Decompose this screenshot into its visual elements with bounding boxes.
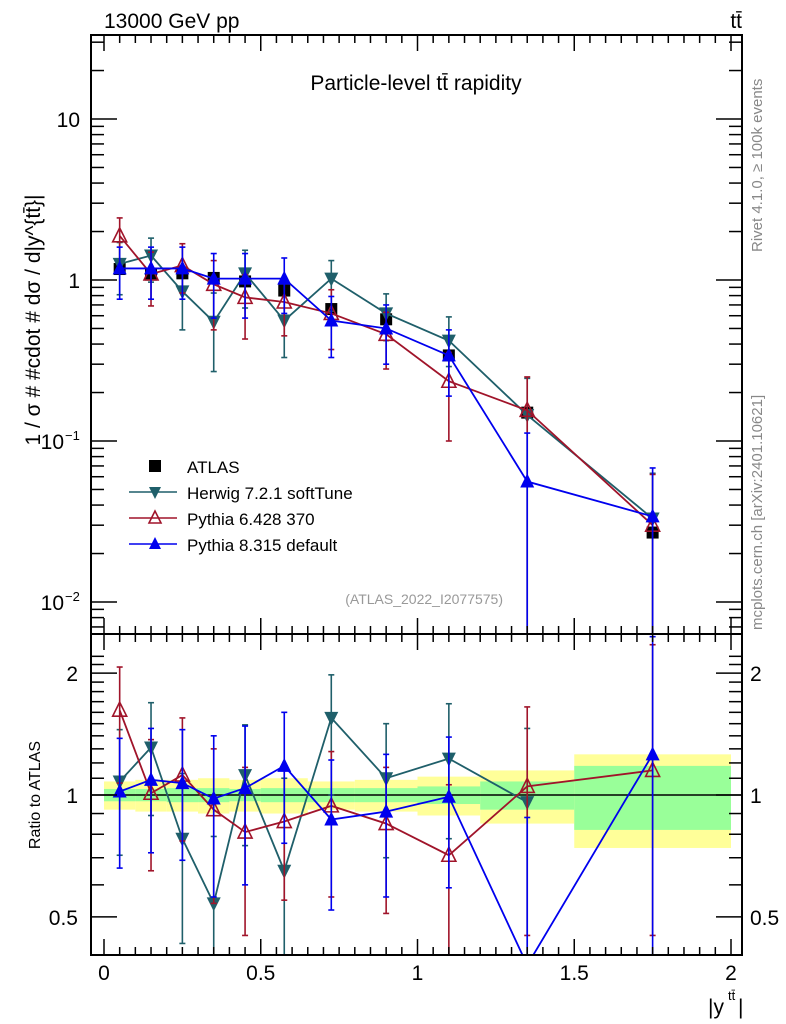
y-tick-label-exponent: −2: [65, 589, 80, 604]
marker-pythia8: [112, 783, 127, 798]
marker-herwig: [324, 272, 339, 287]
main-y-axis-label: 1 / σ # #cdot # dσ / d|y^{tt̄}|: [22, 195, 45, 446]
marker-pythia8: [238, 270, 253, 285]
legend-marker-atlas: [149, 460, 161, 472]
ratio-y-axis-label: Ratio to ATLAS: [27, 741, 44, 849]
x-axis-label-base: |y: [708, 996, 724, 1019]
marker-pythia8: [206, 270, 221, 285]
analysis-id-label: (ATLAS_2022_I2077575): [345, 591, 503, 607]
marker-pythia8: [206, 790, 221, 805]
legend-marker-pythia6: [147, 509, 163, 524]
x-tick-label: 2: [725, 962, 737, 985]
beam-energy-label: 13000 GeV pp: [104, 10, 239, 33]
marker-pythia8: [379, 803, 394, 818]
marker-pythia8: [277, 270, 292, 285]
x-axis-label-close: |: [738, 996, 743, 1019]
marker-pythia8: [441, 788, 456, 803]
x-tick-label: 1: [412, 962, 424, 985]
marker-pythia6: [518, 400, 536, 418]
marker-pythia8: [520, 473, 535, 488]
series-layer: [111, 635, 661, 971]
marker-pythia8: [645, 508, 660, 523]
ratio-y-tick-label-right: 2: [750, 663, 762, 686]
legend-item-herwig: Herwig 7.2.1 softTune: [129, 484, 353, 503]
marker-pythia8: [144, 771, 159, 786]
ratio-panel: 0.5 0.5 1 1 2 2 0 0.5 1 1.5 2 Ratio to ATLAS: [27, 633, 779, 985]
y-tick-label: 10: [57, 109, 80, 132]
marker-pythia8: [238, 780, 253, 795]
y-tick-label: 10: [41, 592, 64, 615]
legend-item-pythia8: Pythia 8.315 default: [129, 536, 338, 555]
process-label: tt̄: [730, 10, 742, 33]
legend-label: Pythia 6.428 370: [187, 510, 315, 529]
series-pythia8: [112, 635, 660, 971]
marker-pythia8: [379, 320, 394, 335]
marker-pythia8: [645, 746, 660, 761]
marker-pythia8: [441, 347, 456, 362]
series-pythia8: [112, 246, 660, 634]
ratio-y-tick-label-right: 1: [750, 785, 762, 808]
marker-pythia6: [111, 700, 128, 717]
y-tick-label: 1: [68, 270, 80, 293]
marker-herwig: [324, 711, 339, 726]
legend-item-atlas: ATLAS: [149, 458, 240, 477]
plot-title: Particle-level tt̄ rapidity: [310, 72, 522, 95]
series-line-herwig: [119, 716, 528, 907]
legend-marker-herwig: [149, 487, 161, 499]
legend-marker-pythia8: [149, 537, 161, 549]
legend-label: ATLAS: [187, 458, 240, 477]
x-axis-label: |y tt̄ |: [708, 988, 743, 1019]
mcplots-label: mcplots.cern.ch [arXiv:2401.10621]: [749, 395, 766, 630]
marker-pythia8: [144, 260, 159, 275]
legend: ATLAS Herwig 7.2.1 softTune Pythia 6.428 3…: [129, 458, 353, 555]
marker-pythia8: [175, 260, 190, 275]
legend-item-pythia6: Pythia 6.428 370: [129, 509, 315, 529]
marker-pythia8: [324, 811, 339, 826]
marker-pythia8: [324, 312, 339, 327]
y-tick-label-exponent: −1: [65, 428, 80, 443]
marker-pythia8: [277, 757, 292, 772]
marker-pythia6: [518, 776, 536, 794]
y-tick-label: 10: [41, 431, 64, 454]
ratio-y-tick-label-right: 0.5: [750, 907, 779, 930]
marker-pythia8: [520, 957, 534, 971]
ratio-y-tick-label: 0.5: [49, 907, 78, 930]
marker-herwig: [206, 897, 221, 912]
x-tick-label: 0.5: [246, 962, 275, 985]
marker-pythia8: [112, 260, 127, 275]
series-layer: [111, 217, 661, 634]
x-tick-label: 1.5: [560, 962, 589, 985]
rivet-version-label: Rivet 4.1.0, ≥ 100k events: [749, 79, 766, 252]
x-tick-label: 0: [98, 962, 110, 985]
series-line-pythia6: [118, 235, 654, 526]
marker-pythia6: [111, 226, 128, 243]
marker-pythia8: [175, 775, 190, 790]
ratio-y-tick-label: 2: [66, 663, 78, 686]
x-axis-label-superscript: tt̄: [728, 988, 736, 1003]
ratio-y-tick-label: 1: [66, 785, 78, 808]
legend-label: Herwig 7.2.1 softTune: [187, 484, 353, 503]
legend-label: Pythia 8.315 default: [187, 536, 338, 555]
